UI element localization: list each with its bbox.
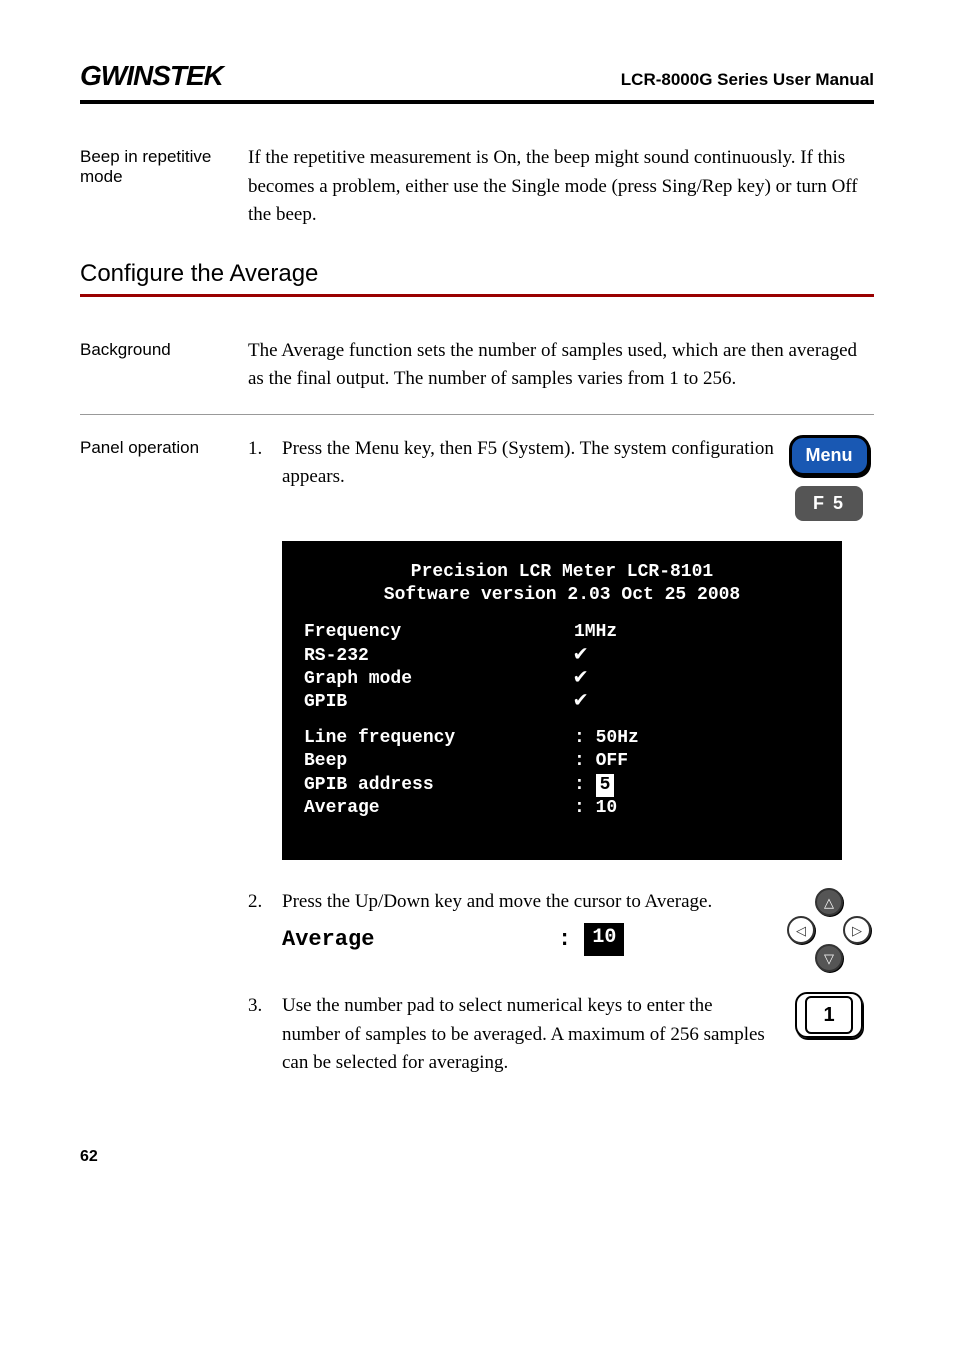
lcd-row-label: Line frequency (304, 727, 574, 750)
lcd-row-label: GPIB (304, 691, 574, 714)
step-row: 3. Use the number pad to select numerica… (248, 992, 874, 1078)
lcd-row-value: OFF (596, 750, 628, 773)
step-text: Use the number pad to select numerical k… (282, 992, 774, 1078)
lcd-title-2: Software version 2.03 Oct 25 2008 (304, 584, 820, 607)
average-heading: Configure the Average (80, 260, 874, 288)
lcd-row: RS-232✔ (304, 645, 820, 668)
brand-logo: GWINSTEK (80, 60, 223, 92)
lcd-row-value: ✔ (574, 691, 587, 714)
lcd-row-sep: : (574, 797, 596, 820)
cursor-value: 10 (584, 923, 624, 956)
check-icon: ✔ (574, 692, 587, 710)
lcd-row-label: GPIB address (304, 774, 574, 797)
lcd-row-sep: : (574, 750, 596, 773)
step-number: 2. (248, 888, 272, 917)
lcd-row: Frequency1MHz (304, 621, 820, 644)
lcd-row-label: Graph mode (304, 668, 574, 691)
lcd-row-label: RS-232 (304, 645, 574, 668)
lcd-row: Line frequency: 50Hz (304, 727, 820, 750)
lcd-title-1: Precision LCR Meter LCR-8101 (304, 561, 820, 584)
arrow-left-button[interactable]: ◁ (787, 916, 815, 944)
beep-label: Beep in repetitive mode (80, 144, 240, 230)
step-text: Press the Menu key, then F5 (System). Th… (282, 435, 774, 492)
lcd-row: GPIB✔ (304, 691, 820, 714)
page-number: 62 (80, 1148, 874, 1166)
step-row: 1. Press the Menu key, then F5 (System).… (248, 435, 874, 521)
manual-title: LCR-8000G Series User Manual (621, 70, 874, 90)
average-divider (80, 294, 874, 297)
step-number: 1. (248, 435, 272, 464)
step2-text: Press the Up/Down key and move the curso… (282, 891, 712, 912)
cursor-line: Average : 10 (282, 923, 774, 956)
thin-divider (80, 414, 874, 415)
lcd-row-label: Beep (304, 750, 574, 773)
arrow-up-button[interactable]: △ (815, 888, 843, 916)
menu-button[interactable]: Menu (789, 435, 870, 476)
panel-operation-label: Panel operation (80, 435, 240, 1098)
lcd-row-label: Average (304, 797, 574, 820)
background-text: The Average function sets the number of … (248, 337, 874, 394)
lcd-row-sep: : (574, 774, 596, 797)
numpad-1-label: 1 (805, 996, 852, 1034)
arrow-pad: △ ◁ ▷ ▽ (787, 888, 871, 972)
arrow-down-button[interactable]: ▽ (815, 944, 843, 972)
arrow-right-button[interactable]: ▷ (843, 916, 871, 944)
numpad-1-button[interactable]: 1 (795, 992, 862, 1038)
lcd-row-value: 5 (596, 774, 615, 797)
step-text: Press the Up/Down key and move the curso… (282, 888, 774, 956)
check-icon: ✔ (574, 669, 587, 687)
f5-button[interactable]: F 5 (795, 486, 863, 521)
lcd-row: Graph mode✔ (304, 668, 820, 691)
lcd-screen: Precision LCR Meter LCR-8101 Software ve… (282, 541, 842, 861)
background-label: Background (80, 337, 240, 394)
beep-text: If the repetitive measurement is On, the… (248, 144, 874, 230)
cursor-label: Average (282, 923, 558, 956)
check-icon: ✔ (574, 646, 587, 664)
lcd-row: Average: 10 (304, 797, 820, 820)
lcd-row-value: 10 (596, 797, 618, 820)
cursor-sep: : (558, 923, 571, 956)
lcd-row: GPIB address: 5 (304, 774, 820, 797)
header-divider (80, 100, 874, 104)
lcd-row-value: 50Hz (596, 727, 639, 750)
lcd-row: Beep: OFF (304, 750, 820, 773)
lcd-row-label: Frequency (304, 621, 574, 644)
step-number: 3. (248, 992, 272, 1021)
step-row: 2. Press the Up/Down key and move the cu… (248, 888, 874, 972)
lcd-row-sep: : (574, 727, 596, 750)
